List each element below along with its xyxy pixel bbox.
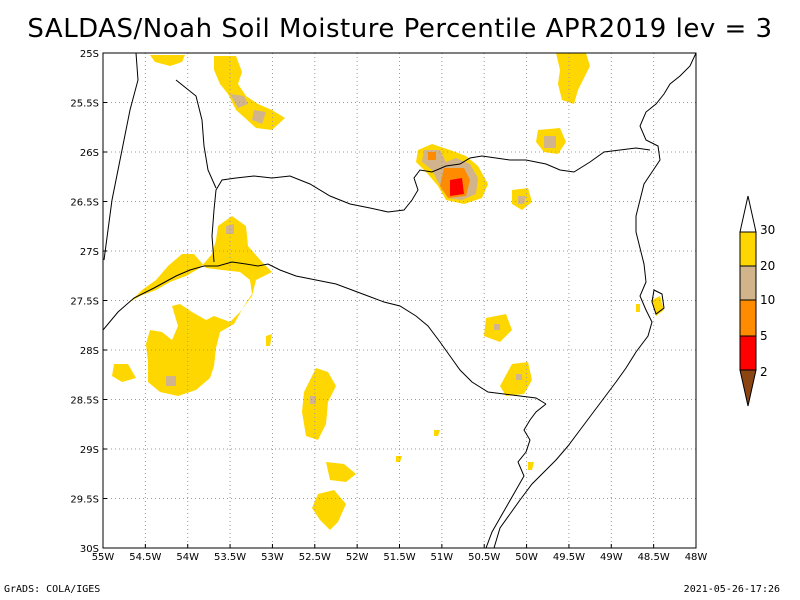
y-tick-label: 29S <box>80 445 99 456</box>
map-grid <box>103 53 696 548</box>
y-tick-label: 27.5S <box>70 297 99 308</box>
x-axis: 55W 54.5W 54W 53.5W 53W 52.5W 52W 51.5W 51W 50.5W… <box>92 544 708 563</box>
y-tick-label: 25.5S <box>70 99 99 110</box>
percentile-5-regions <box>450 178 464 196</box>
map-title: SALDAS/Noah Soil Moisture Percentile APR… <box>27 14 773 44</box>
island-outline <box>651 289 665 315</box>
colorbar-label-10: 10 <box>760 293 775 307</box>
argentina-brazil-border <box>103 261 547 405</box>
boundaries <box>103 53 696 548</box>
x-tick-label: 48W <box>685 552 708 563</box>
x-tick-label: 53W <box>261 552 284 563</box>
footer-credit: GrADS: COLA/IGES <box>4 584 101 595</box>
x-tick-label: 50.5W <box>468 552 500 563</box>
x-tick-label: 51W <box>431 552 454 563</box>
colorbar: 30 20 10 5 2 <box>739 195 775 407</box>
state-border-santa-catarina-rs <box>485 403 547 548</box>
x-tick-label: 53.5W <box>214 552 246 563</box>
colorbar-top-arrow <box>739 195 757 233</box>
y-tick-label: 28S <box>80 346 99 357</box>
x-tick-label: 50W <box>515 552 538 563</box>
y-tick-label: 26S <box>80 148 99 159</box>
x-tick-label: 49.5W <box>553 552 585 563</box>
x-tick-label: 48.5W <box>638 552 670 563</box>
colorbar-swatch-30 <box>739 231 757 267</box>
x-tick-label: 55W <box>92 552 115 563</box>
x-tick-label: 49W <box>600 552 623 563</box>
percentile-30-regions <box>112 53 664 530</box>
x-tick-label: 54W <box>176 552 199 563</box>
internal-border-west <box>103 53 139 261</box>
colorbar-label-20: 20 <box>760 259 775 273</box>
x-tick-label: 51.5W <box>383 552 415 563</box>
y-axis: 25S 25.5S 26S 26.5S 27S 27.5S 28S 28.5S 29S 29.5S… <box>70 49 107 555</box>
state-border-parana-santa-catarina <box>211 147 651 263</box>
colorbar-swatch-10 <box>739 299 757 337</box>
x-tick-label: 52W <box>346 552 369 563</box>
y-tick-label: 26.5S <box>70 198 99 209</box>
coastline <box>493 53 696 548</box>
x-tick-label: 54.5W <box>129 552 161 563</box>
colorbar-label-5: 5 <box>760 329 768 343</box>
colorbar-swatch-5 <box>739 335 757 371</box>
internal-border-north <box>175 79 217 189</box>
y-tick-label: 28.5S <box>70 396 99 407</box>
y-tick-label: 25S <box>80 49 99 60</box>
colorbar-label-2: 2 <box>760 365 768 379</box>
y-tick-label: 29.5S <box>70 495 99 506</box>
footer-timestamp: 2021-05-26-17:26 <box>683 584 780 595</box>
colorbar-bottom-arrow <box>739 369 757 407</box>
y-tick-label: 30S <box>80 544 99 555</box>
x-tick-label: 52.5W <box>299 552 331 563</box>
colorbar-swatch-20 <box>739 265 757 301</box>
y-tick-label: 27S <box>80 247 99 258</box>
colorbar-label-30: 30 <box>760 223 775 237</box>
percentile-shading <box>112 53 664 530</box>
